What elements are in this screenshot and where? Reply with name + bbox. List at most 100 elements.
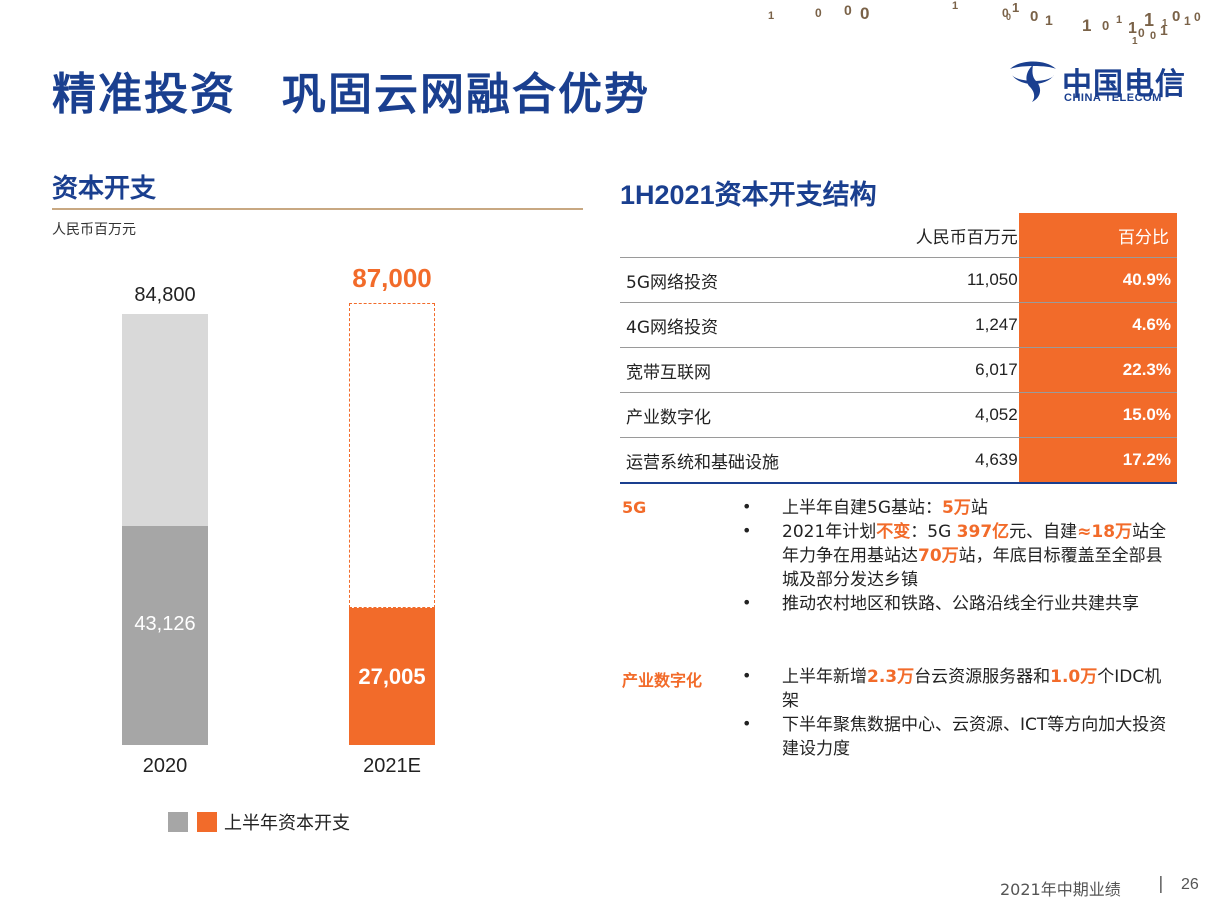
table-header-percent: 百分比 — [1017, 213, 1177, 258]
section-label: 产业数字化 — [622, 671, 703, 690]
row-percent: 40.9% — [1017, 257, 1177, 303]
binary-digit: 1 — [1116, 14, 1123, 26]
bar-category-label: 2021E — [363, 755, 421, 777]
table-header-value: 人民币百万元 — [870, 213, 1019, 258]
binary-digit: 1 — [1012, 0, 1020, 15]
table-row: 宽带互联网 6,017 22.3% — [620, 347, 1177, 393]
table-header-category — [620, 213, 871, 258]
bar-total-label: 84,800 — [134, 284, 196, 307]
page-title: 精准投资 巩固云网融合优势 — [52, 69, 650, 120]
row-value: 11,050 — [870, 257, 1019, 303]
bullet-dot-icon: • — [742, 666, 752, 685]
highlight-text: 5万 — [942, 498, 971, 518]
row-value: 1,247 — [870, 302, 1019, 348]
bullet-dot-icon: • — [742, 593, 752, 612]
binary-digit: 1 — [952, 0, 959, 12]
row-percent: 15.0% — [1017, 392, 1177, 438]
highlight-text: 70万 — [918, 546, 959, 566]
table-row: 4G网络投资 1,247 4.6% — [620, 302, 1177, 348]
section-divider — [52, 208, 583, 210]
highlight-text: 1.0万 — [1050, 667, 1098, 687]
row-percent: 22.3% — [1017, 347, 1177, 393]
binary-digit: 0 — [844, 2, 852, 18]
logo-text-en: CHINA TELECOM — [1064, 92, 1162, 104]
binary-digit: 1 — [1045, 12, 1053, 28]
row-value: 6,017 — [870, 347, 1019, 393]
text-run: 2021年计划 — [782, 522, 877, 542]
binary-digit: 0 — [860, 4, 870, 23]
bullet-text: 推动农村地区和铁路、公路沿线全行业共建共享 — [782, 592, 1177, 616]
text-run: 台云资源服务器和 — [914, 667, 1051, 687]
text-run: 站，年底目标覆盖至全部县城及部分发达乡镇 — [782, 546, 1163, 590]
text-run: ：5G — [910, 522, 957, 542]
binary-digit: 1 — [1082, 16, 1092, 35]
bar-category-label: 2020 — [142, 755, 188, 777]
bullet-text: 上半年自建5G基站：5万站 — [782, 496, 1177, 520]
binary-digit: 0 — [815, 6, 822, 20]
binary-digit: 1 — [768, 10, 775, 22]
section-label: 5G — [622, 498, 647, 517]
binary-digit: 1 — [1162, 18, 1168, 29]
highlight-text: 不变 — [876, 522, 911, 542]
page-number: 26 — [1181, 876, 1199, 893]
bar-total-label: 87,000 — [352, 263, 432, 293]
text-run: 站全年力争在用基站达 — [782, 522, 1167, 566]
row-percent: 4.6% — [1017, 302, 1177, 348]
unit-label: 人民币百万元 — [52, 222, 136, 238]
telecom-logo-icon — [1010, 61, 1056, 102]
legend-swatch-grey — [168, 812, 188, 832]
capex-structure-title: 1H2021资本开支结构 — [620, 180, 877, 210]
row-category: 4G网络投资 — [620, 302, 871, 348]
bar-2020-h1 — [122, 525, 208, 745]
row-category: 宽带互联网 — [620, 347, 871, 393]
bullet-dot-icon: • — [742, 497, 752, 516]
binary-digit: 0 — [1102, 18, 1110, 33]
capex-structure-table: 人民币百万元 百分比 5G网络投资 11,050 40.9% 4G网络投资 1,247 4… — [620, 213, 1177, 484]
binary-digit: 0 — [1030, 8, 1039, 25]
bullet-dot-icon: • — [742, 714, 752, 733]
footer-report-name: 2021年中期业绩 — [1000, 880, 1121, 899]
bar-h1-label: 27,005 — [358, 664, 426, 690]
binary-digit: 0 — [1138, 26, 1145, 40]
bullet-text: 2021年计划不变：5G 397亿元、自建≈18万站全年力争在用基站达70万站，… — [782, 520, 1177, 592]
binary-digit: 0 — [1006, 12, 1012, 22]
logo-text-cn: 中国电信 — [1062, 67, 1186, 102]
text-run: 推动农村地区和铁路、公路沿线全行业共建共享 — [782, 594, 1139, 614]
row-category: 运营系统和基础设施 — [620, 437, 871, 484]
capex-section-title: 资本开支 — [52, 174, 157, 204]
text-run: 站 — [970, 498, 988, 518]
highlight-text: 397亿 — [956, 522, 1010, 542]
bullet-text: 上半年新增2.3万台云资源服务器和1.0万个IDC机架 — [782, 665, 1177, 713]
capex-bar-chart: 84,800 43,126 2020 87,000 27,005 2021E — [0, 0, 600, 912]
text-run: 上半年自建5G基站： — [782, 498, 942, 518]
text-run: 上半年新增 — [782, 667, 867, 687]
table-row: 产业数字化 4,052 15.0% — [620, 392, 1177, 438]
binary-digit: 1 — [1184, 14, 1191, 28]
text-run: 下半年聚焦数据中心、云资源、ICT等方向加大投资建设力度 — [782, 715, 1167, 759]
legend-swatch-orange — [197, 812, 217, 832]
table-row: 5G网络投资 11,050 40.9% — [620, 257, 1177, 303]
bullet-text: 下半年聚焦数据中心、云资源、ICT等方向加大投资建设力度 — [782, 713, 1177, 761]
binary-digit: 1 — [1132, 36, 1138, 47]
table-header-row: 人民币百万元 百分比 — [620, 213, 1177, 258]
table-row: 运营系统和基础设施 4,639 17.2% — [620, 437, 1177, 484]
row-value: 4,052 — [870, 392, 1019, 438]
row-category: 5G网络投资 — [620, 257, 871, 303]
binary-digit: 0 — [1172, 8, 1181, 25]
highlight-text: 2.3万 — [867, 667, 915, 687]
row-percent: 17.2% — [1017, 437, 1177, 484]
binary-digit: 0 — [1150, 30, 1157, 42]
bar-h1-label: 43,126 — [134, 613, 196, 636]
binary-digit: 0 — [1002, 6, 1009, 20]
row-category: 产业数字化 — [620, 392, 871, 438]
row-value: 4,639 — [870, 437, 1019, 484]
bullet-dot-icon: • — [742, 521, 752, 540]
text-run: 元、自建 — [1009, 522, 1078, 542]
binary-digit: 1 — [1128, 20, 1137, 37]
binary-digit: 1 — [1144, 10, 1155, 30]
highlight-text: ≈18万 — [1077, 522, 1133, 542]
bar-2021e-h1 — [349, 607, 435, 745]
footer-separator: | — [1158, 874, 1164, 894]
binary-digit: 0 — [1194, 10, 1201, 24]
